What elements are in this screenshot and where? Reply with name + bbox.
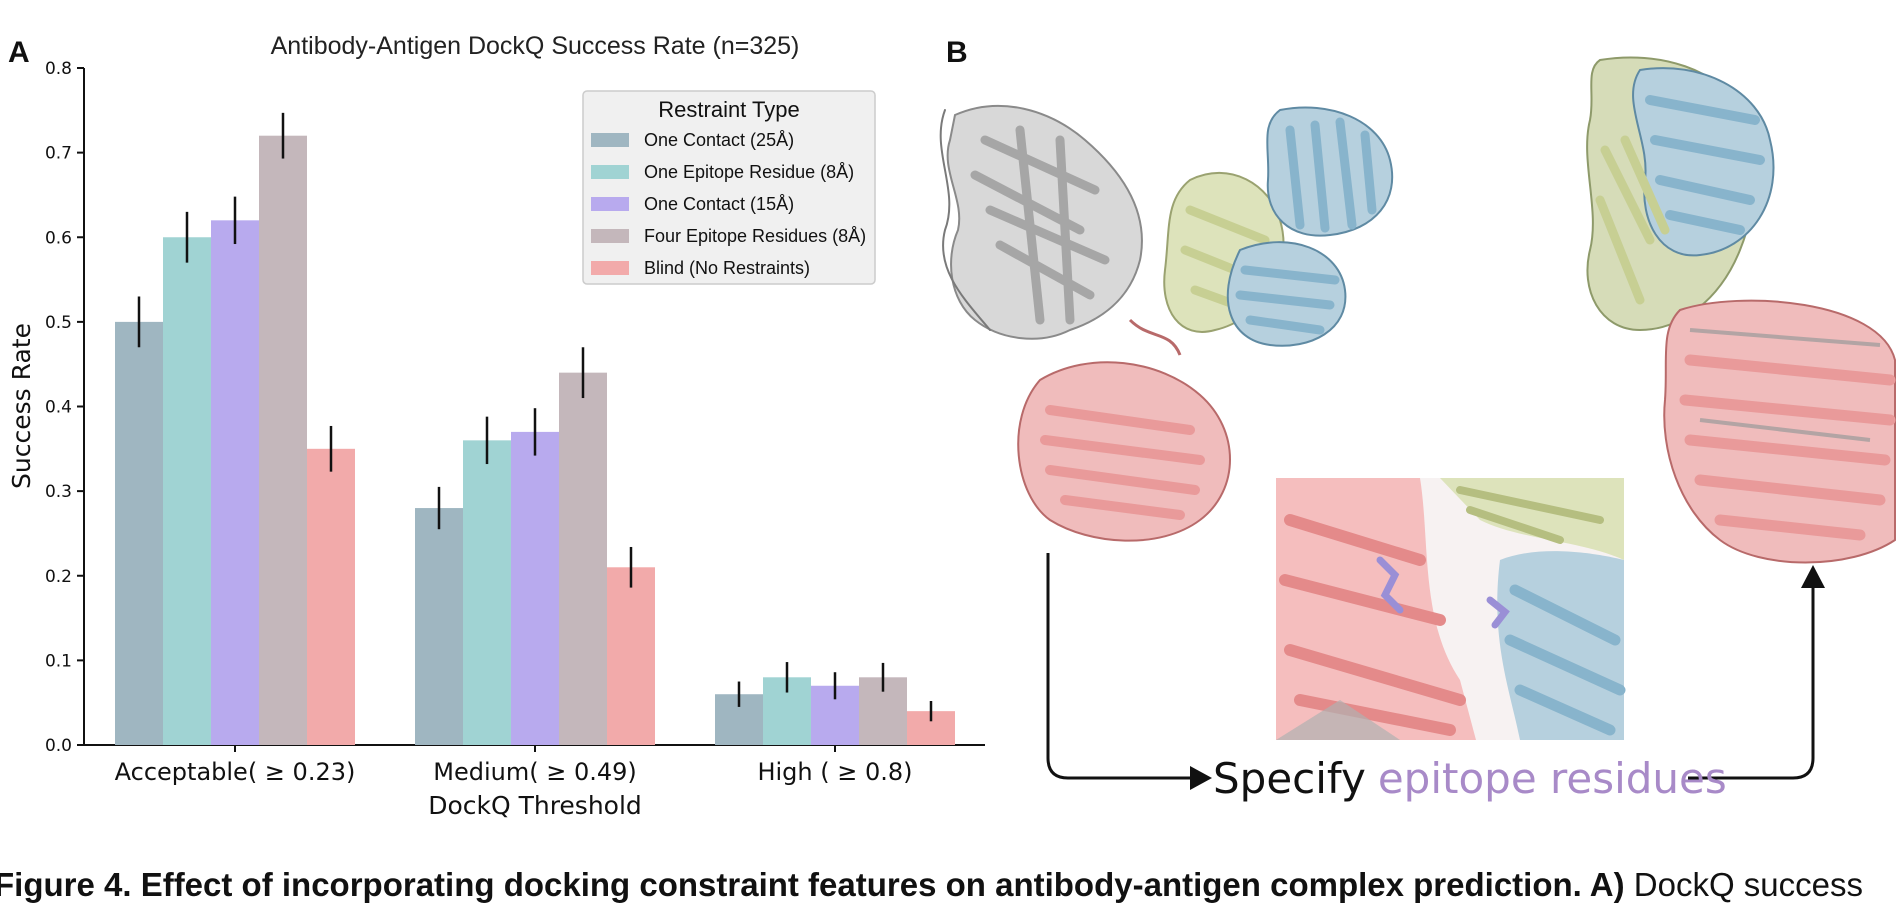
y-tick-label: 0.3 — [45, 482, 72, 502]
predicted-complex-structure — [1586, 56, 1896, 564]
flow-arrow-right — [1688, 582, 1815, 780]
legend-box — [582, 90, 876, 285]
y-tick-label: 0.4 — [45, 398, 72, 418]
chart-legend: Restraint Type One Contact (25Å) One Epit… — [582, 90, 876, 285]
x-tick-label: Acceptable( ≥ 0.23) — [115, 758, 356, 786]
y-tick-label: 0.1 — [45, 651, 72, 671]
antigen-structure — [1017, 318, 1231, 542]
dockq-bar-chart: Antibody-Antigen DockQ Success Rate (n=3… — [7, 32, 985, 820]
y-tick-label: 0.0 — [45, 736, 72, 756]
legend-swatch — [591, 229, 629, 243]
y-axis: 0.0 0.1 0.2 0.3 0.4 0.5 0.6 0.7 0.8 — [45, 59, 85, 756]
bar — [307, 448, 355, 745]
x-axis: Acceptable( ≥ 0.23) Medium( ≥ 0.49) High (… — [84, 744, 985, 786]
error-bars-group — [137, 112, 933, 722]
y-tick-label: 0.6 — [45, 228, 72, 248]
bar-series-group — [115, 135, 955, 745]
figure-caption: Figure 4. Effect of incorporating dockin… — [0, 866, 1863, 904]
bar — [163, 237, 211, 745]
chart-title: Antibody-Antigen DockQ Success Rate (n=3… — [271, 32, 800, 60]
y-tick-label: 0.5 — [45, 313, 72, 333]
legend-label: One Contact (15Å) — [644, 194, 794, 214]
panel-label-b: B — [946, 36, 968, 69]
x-tick-label: Medium( ≥ 0.49) — [433, 758, 637, 786]
legend-label: One Contact (25Å) — [644, 130, 794, 150]
caption-bold: Figure 4. Effect of incorporating dockin… — [0, 866, 1625, 903]
legend-swatch — [591, 197, 629, 211]
y-tick-label: 0.2 — [45, 567, 72, 587]
x-axis-label: DockQ Threshold — [428, 791, 642, 820]
arrow-head-right — [1190, 766, 1212, 790]
epitope-inset — [1276, 478, 1626, 740]
flow-arrow-left — [1046, 553, 1198, 780]
x-tick-label: High ( ≥ 0.8) — [757, 758, 912, 786]
bar — [115, 321, 163, 745]
gray-protein-structure — [939, 104, 1143, 340]
heavy-chain-structure — [1226, 106, 1394, 347]
bar — [415, 508, 463, 745]
legend-title: Restraint Type — [658, 97, 799, 122]
y-tick-label: 0.8 — [45, 59, 72, 79]
bar — [607, 567, 655, 745]
legend-items: One Contact (25Å) One Epitope Residue (8Å… — [591, 130, 866, 278]
legend-label: Blind (No Restraints) — [644, 258, 810, 278]
legend-label: One Epitope Residue (8Å) — [644, 162, 854, 182]
y-axis-label: Success Rate — [7, 323, 36, 489]
legend-label: Four Epitope Residues (8Å) — [644, 226, 866, 246]
legend-swatch — [591, 165, 629, 179]
y-tick-label: 0.7 — [45, 144, 72, 164]
caption-rest: DockQ success — [1624, 866, 1863, 903]
bar — [463, 440, 511, 745]
bar — [511, 431, 559, 745]
bar — [259, 135, 307, 745]
legend-swatch — [591, 261, 629, 275]
bar — [211, 220, 259, 745]
legend-swatch — [591, 133, 629, 147]
epitope-residues-word: epitope residues — [1378, 754, 1727, 803]
structure-panel: Specify epitope residues — [939, 56, 1896, 803]
panel-label-a: A — [8, 36, 30, 69]
specify-word: Specify — [1213, 754, 1366, 803]
bar — [559, 372, 607, 745]
arrow-head-up — [1801, 565, 1825, 588]
specify-label: Specify epitope residues — [1213, 754, 1727, 803]
